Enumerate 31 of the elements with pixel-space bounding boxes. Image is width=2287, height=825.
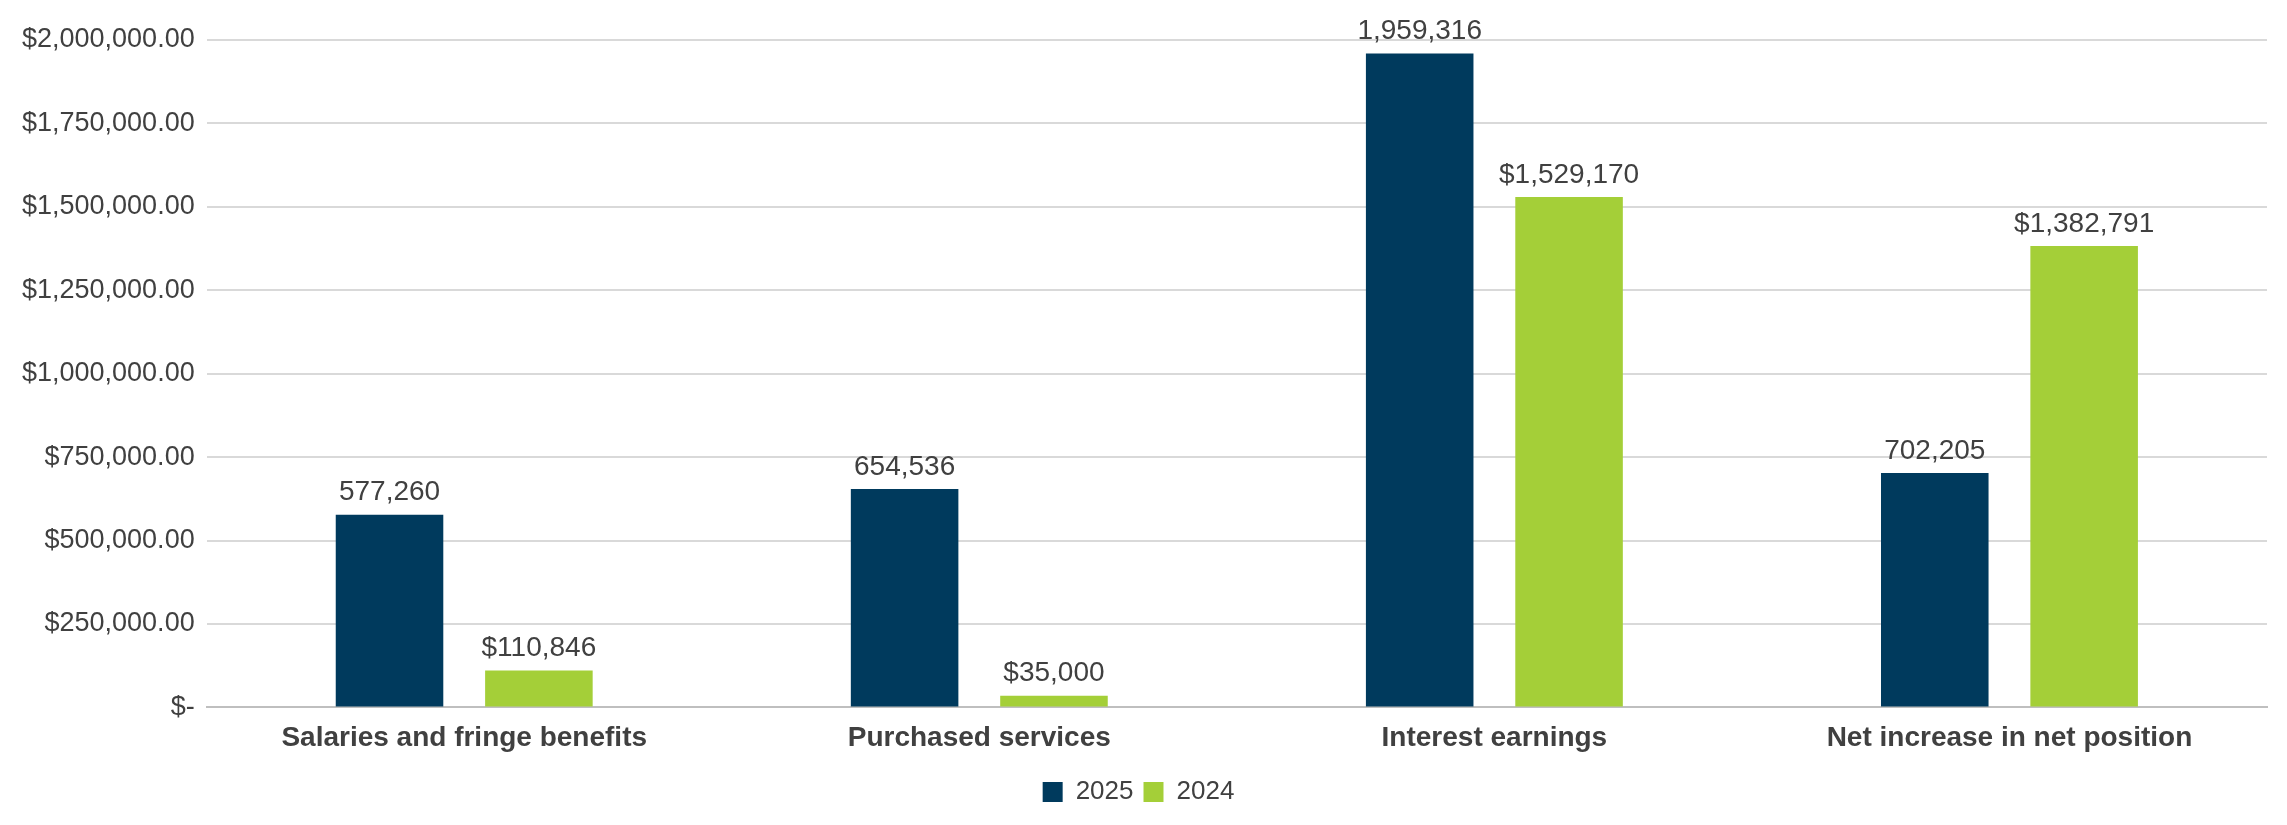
data-label: $35,000 — [1003, 656, 1105, 688]
data-label: 654,536 — [853, 449, 956, 481]
x-tick-label: Salaries and fringe benefits — [281, 720, 648, 752]
bar — [485, 670, 593, 707]
y-tick-label: $1,500,000.00 — [21, 190, 195, 221]
x-tick-label: Purchased services — [847, 720, 1111, 752]
data-label: 1,959,316 — [1357, 14, 1482, 46]
bar — [1881, 473, 1989, 707]
bar — [2030, 245, 2138, 707]
bar — [335, 514, 444, 707]
bar — [1515, 197, 1623, 707]
bar — [850, 488, 959, 707]
data-label: 702,205 — [1884, 433, 1986, 465]
legend-label: 2025 — [1075, 775, 1134, 806]
x-tick-label: Net increase in net position — [1826, 720, 2193, 752]
data-label: $110,846 — [481, 631, 597, 663]
data-label: $1,529,170 — [1498, 157, 1640, 189]
data-label: $1,382,791 — [2014, 206, 2155, 238]
x-tick-label: Interest earnings — [1381, 720, 1608, 752]
y-tick-label: $750,000.00 — [44, 440, 195, 471]
bar — [1365, 53, 1474, 707]
bar — [1000, 695, 1108, 707]
y-tick-label: $2,000,000.00 — [21, 23, 195, 54]
y-tick-label: $1,250,000.00 — [21, 273, 195, 304]
y-tick-label: $1,750,000.00 — [21, 106, 195, 137]
y-tick-label: $250,000.00 — [44, 607, 195, 638]
y-tick-label: $500,000.00 — [44, 524, 195, 554]
legend-label: 2024 — [1176, 775, 1235, 806]
y-tick-label: $1,000,000.00 — [21, 357, 195, 388]
y-tick-label: $- — [170, 690, 195, 721]
data-label: 577,260 — [338, 475, 441, 507]
